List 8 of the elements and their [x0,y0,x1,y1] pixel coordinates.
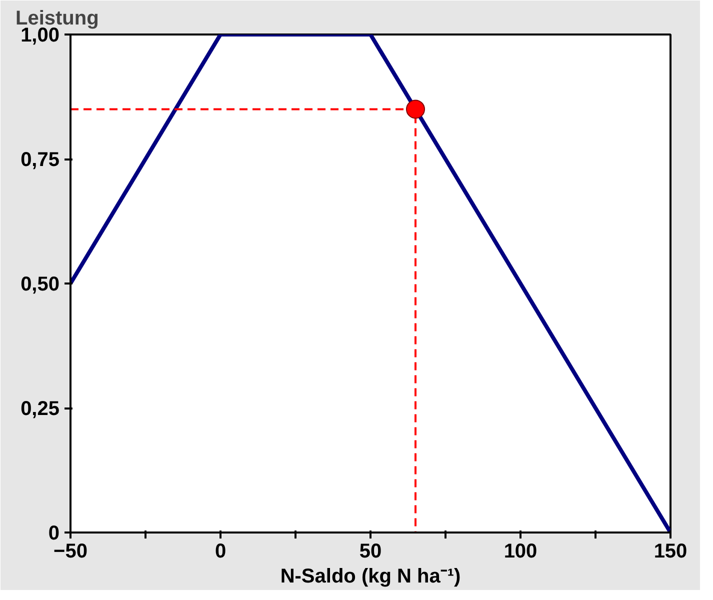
y-tick-label: 0,75 [20,149,60,171]
x-tick-label: 0 [214,540,226,562]
x-tick-label: 50 [359,540,382,562]
y-tick-label: 0,50 [20,274,60,296]
x-axis-title: N-Saldo (kg N ha⁻¹) [280,566,461,588]
y-tick-label: 0,25 [20,398,60,420]
x-tick-label: 100 [504,540,538,562]
x-tick-label: 150 [654,540,688,562]
